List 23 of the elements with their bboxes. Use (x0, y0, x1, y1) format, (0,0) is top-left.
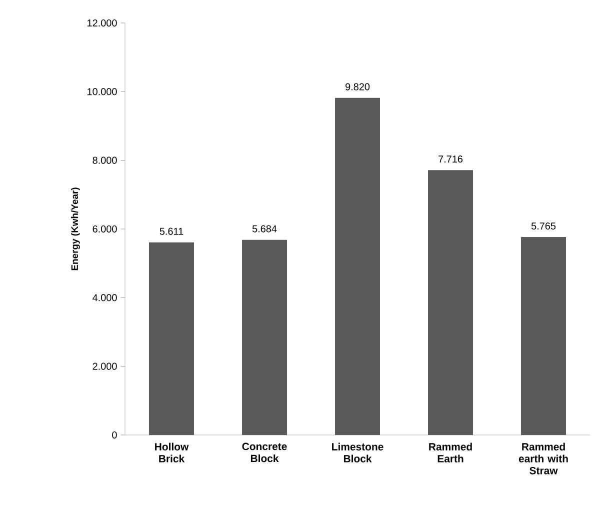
y-tick-label: 6.000 (92, 225, 117, 233)
data-label: 5.684 (252, 225, 277, 232)
data-label: 7.716 (438, 156, 463, 163)
y-tick-label: 8.000 (92, 156, 117, 164)
y-tick-label: 4.000 (92, 294, 117, 302)
y-tick-label: 0 (112, 431, 117, 439)
y-tick-label: 10.000 (88, 88, 117, 96)
bar (521, 237, 566, 435)
x-tick-label: Rammed Earth (429, 442, 472, 462)
data-label: 9.820 (346, 83, 370, 90)
x-tick-label: Limestone Block (332, 442, 384, 462)
x-tick-label: Concrete Block (242, 442, 287, 462)
bar (149, 242, 194, 435)
bar (335, 98, 380, 435)
y-tick-label: 2.000 (92, 362, 117, 370)
x-tick-label: Rammed earth with Straw (518, 442, 568, 474)
bar (428, 170, 474, 435)
y-tick-label: 12.000 (88, 19, 117, 27)
bar (242, 240, 288, 435)
x-tick-label: Hollow Brick (155, 442, 189, 462)
data-label: 5.611 (160, 228, 184, 235)
y-axis-title: Energy (Kwh/Year) (71, 188, 80, 270)
data-label: 5.765 (531, 222, 556, 230)
